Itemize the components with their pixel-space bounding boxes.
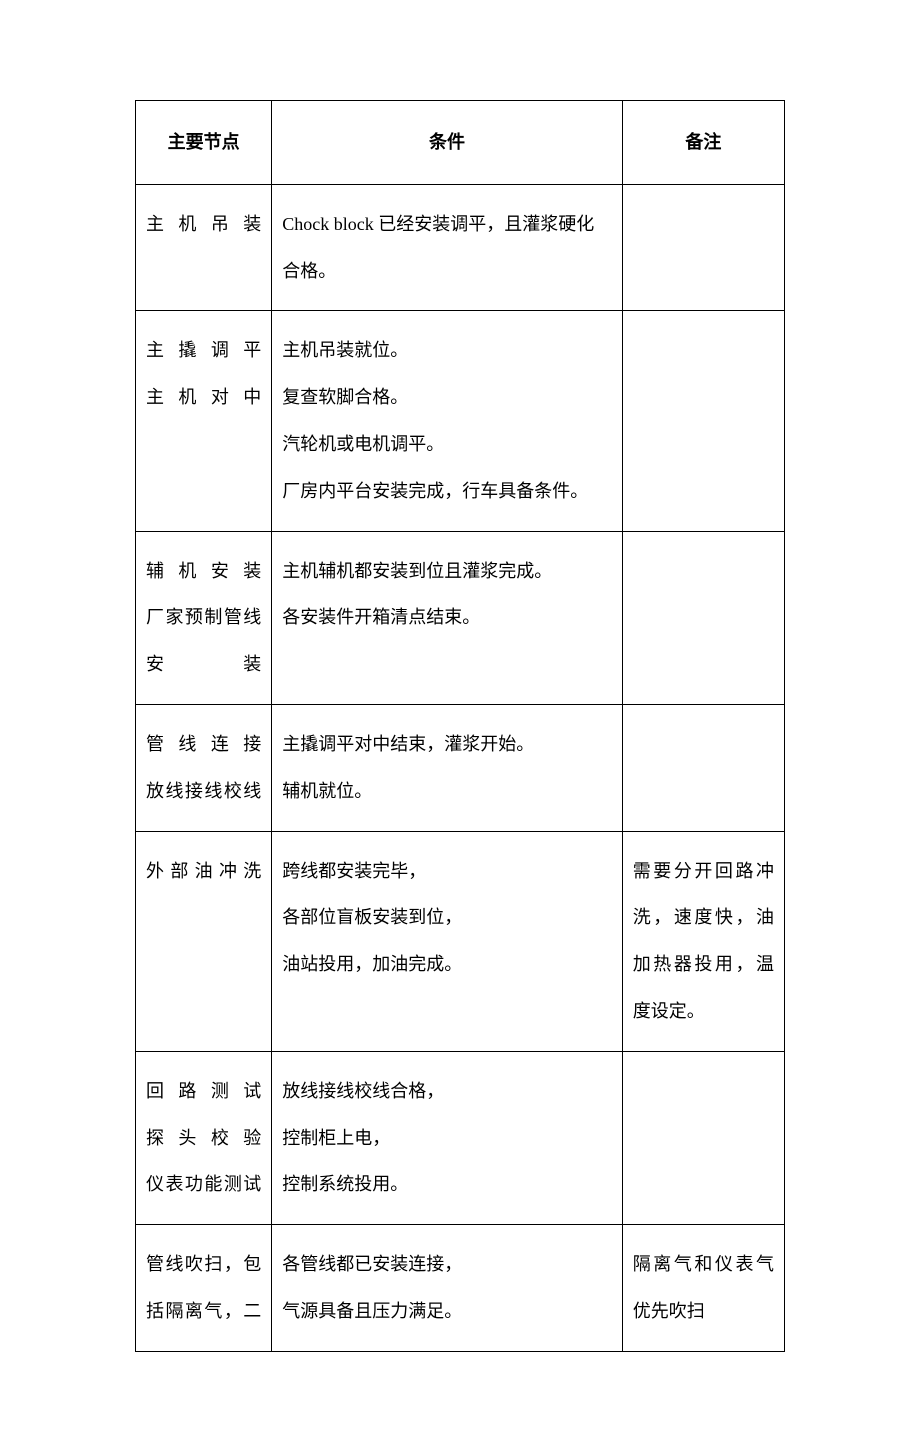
cell-note — [622, 1051, 784, 1224]
condition-line: 各管线都已安装连接， — [282, 1241, 611, 1288]
cell-node: 管线连接放线接线校线 — [136, 704, 272, 831]
table-body: 主机吊装Chock block 已经安装调平，且灌浆硬化合格。主撬调平主机对中主… — [136, 184, 785, 1351]
cell-condition: Chock block 已经安装调平，且灌浆硬化合格。 — [272, 184, 622, 311]
cell-node: 主机吊装 — [136, 184, 272, 311]
cell-note — [622, 531, 784, 704]
cell-condition: 主机吊装就位。复查软脚合格。汽轮机或电机调平。厂房内平台安装完成，行车具备条件。 — [272, 311, 622, 531]
note-line: 隔离气和仪表气优先吹扫 — [633, 1241, 774, 1335]
condition-line: 主撬调平对中结束，灌浆开始。 — [282, 721, 611, 768]
cell-node: 外部油冲洗 — [136, 831, 272, 1051]
condition-line: 各部位盲板安装到位， — [282, 894, 611, 941]
cell-condition: 跨线都安装完毕，各部位盲板安装到位，油站投用，加油完成。 — [272, 831, 622, 1051]
main-table: 主要节点 条件 备注 主机吊装 Chock block 已经安装调平，且灌浆硬化合… — [135, 100, 785, 1352]
cell-condition: 主撬调平对中结束，灌浆开始。辅机就位。 — [272, 704, 622, 831]
table-header-row: 主要节点 条件 备注 — [136, 101, 785, 185]
node-line: 仪表功能测试 — [146, 1161, 261, 1208]
cell-node: 主撬调平主机对中 — [136, 311, 272, 531]
table-row: 主撬调平主机对中主机吊装就位。复查软脚合格。汽轮机或电机调平。厂房内平台安装完成… — [136, 311, 785, 531]
cell-condition: 主机辅机都安装到位且灌浆完成。各安装件开箱清点结束。 — [272, 531, 622, 704]
table-row: 回路测试探头校验仪表功能测试放线接线校线合格，控制柜上电，控制系统投用。 — [136, 1051, 785, 1224]
condition-line: 放线接线校线合格， — [282, 1068, 611, 1115]
node-line: 辅机安装 — [146, 548, 261, 595]
table-row: 管线吹扫，包括隔离气，二各管线都已安装连接，气源具备且压力满足。隔离气和仪表气优… — [136, 1225, 785, 1352]
header-note: 备注 — [622, 101, 784, 185]
condition-line: 主机吊装就位。 — [282, 327, 611, 374]
condition-line: 主机辅机都安装到位且灌浆完成。 — [282, 548, 611, 595]
node-line: 放线接线校线 — [146, 768, 261, 815]
table-row: 外部油冲洗跨线都安装完毕，各部位盲板安装到位，油站投用，加油完成。需要分开回路冲… — [136, 831, 785, 1051]
header-node: 主要节点 — [136, 101, 272, 185]
cell-condition: 放线接线校线合格，控制柜上电，控制系统投用。 — [272, 1051, 622, 1224]
header-condition: 条件 — [272, 101, 622, 185]
cell-note — [622, 704, 784, 831]
cell-node: 辅机安装厂家预制管线安装 — [136, 531, 272, 704]
node-line: 外部油冲洗 — [146, 848, 261, 895]
cell-note: 隔离气和仪表气优先吹扫 — [622, 1225, 784, 1352]
condition-line: 汽轮机或电机调平。 — [282, 421, 611, 468]
node-line: 厂家预制管线安装 — [146, 594, 261, 688]
condition-line: Chock block 已经安装调平，且灌浆硬化合格。 — [282, 201, 611, 295]
condition-line: 辅机就位。 — [282, 768, 611, 815]
node-line: 探头校验 — [146, 1115, 261, 1162]
node-line: 主机对中 — [146, 374, 261, 421]
condition-line: 控制柜上电， — [282, 1115, 611, 1162]
condition-line: 油站投用，加油完成。 — [282, 941, 611, 988]
condition-line: 厂房内平台安装完成，行车具备条件。 — [282, 468, 611, 515]
condition-line: 复查软脚合格。 — [282, 374, 611, 421]
node-line: 主机吊装 — [146, 201, 261, 248]
table-row: 辅机安装厂家预制管线安装主机辅机都安装到位且灌浆完成。各安装件开箱清点结束。 — [136, 531, 785, 704]
cell-note — [622, 311, 784, 531]
condition-line: 控制系统投用。 — [282, 1161, 611, 1208]
condition-line: 跨线都安装完毕， — [282, 848, 611, 895]
cell-note: 需要分开回路冲洗，速度快，油加热器投用，温度设定。 — [622, 831, 784, 1051]
node-line: 主撬调平 — [146, 327, 261, 374]
condition-line: 各安装件开箱清点结束。 — [282, 594, 611, 641]
node-line: 管线连接 — [146, 721, 261, 768]
table-row: 管线连接放线接线校线主撬调平对中结束，灌浆开始。辅机就位。 — [136, 704, 785, 831]
node-line: 管线吹扫，包括隔离气，二 — [146, 1241, 261, 1335]
cell-node: 回路测试探头校验仪表功能测试 — [136, 1051, 272, 1224]
note-line: 需要分开回路冲洗，速度快，油加热器投用，温度设定。 — [633, 848, 774, 1035]
table-row: 主机吊装 Chock block 已经安装调平，且灌浆硬化合格。 — [136, 184, 785, 311]
cell-note — [622, 184, 784, 311]
cell-condition: 各管线都已安装连接，气源具备且压力满足。 — [272, 1225, 622, 1352]
node-line: 回路测试 — [146, 1068, 261, 1115]
cell-node: 管线吹扫，包括隔离气，二 — [136, 1225, 272, 1352]
condition-line: 气源具备且压力满足。 — [282, 1288, 611, 1335]
